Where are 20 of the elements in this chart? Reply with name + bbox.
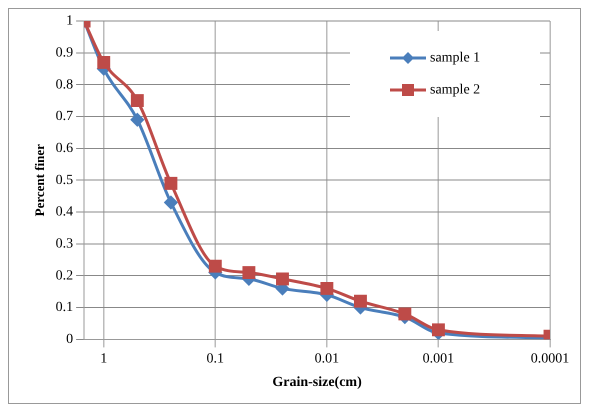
x-tick-label: 1 bbox=[100, 351, 108, 366]
y-tick-label: 0.6 bbox=[56, 141, 74, 156]
y-axis-title: Percent finer bbox=[32, 144, 48, 216]
x-tick-label: 0.01 bbox=[314, 351, 340, 366]
y-tick-label: 0.1 bbox=[56, 300, 74, 316]
x-tick-label: 0.0001 bbox=[530, 351, 570, 366]
y-tick-label: 0.5 bbox=[56, 172, 74, 188]
y-tick-label: 0.4 bbox=[56, 204, 74, 220]
y-tick-label: 1 bbox=[66, 14, 74, 29]
legend-label: sample 2 bbox=[430, 82, 480, 98]
x-tick-label: 0.001 bbox=[422, 351, 454, 366]
y-tick-label: 0.9 bbox=[56, 46, 74, 61]
y-tick-label: 0.7 bbox=[56, 109, 74, 124]
y-tick-label: 0 bbox=[66, 332, 74, 348]
y-tick-label: 0.8 bbox=[56, 77, 74, 92]
x-axis-title: Grain-size(cm) bbox=[272, 375, 362, 390]
x-tick-label: 0.1 bbox=[206, 351, 224, 366]
legend-label: sample 1 bbox=[430, 50, 480, 66]
y-tick-label: 0.2 bbox=[56, 268, 74, 284]
y-tick-label: 0.3 bbox=[56, 236, 74, 252]
